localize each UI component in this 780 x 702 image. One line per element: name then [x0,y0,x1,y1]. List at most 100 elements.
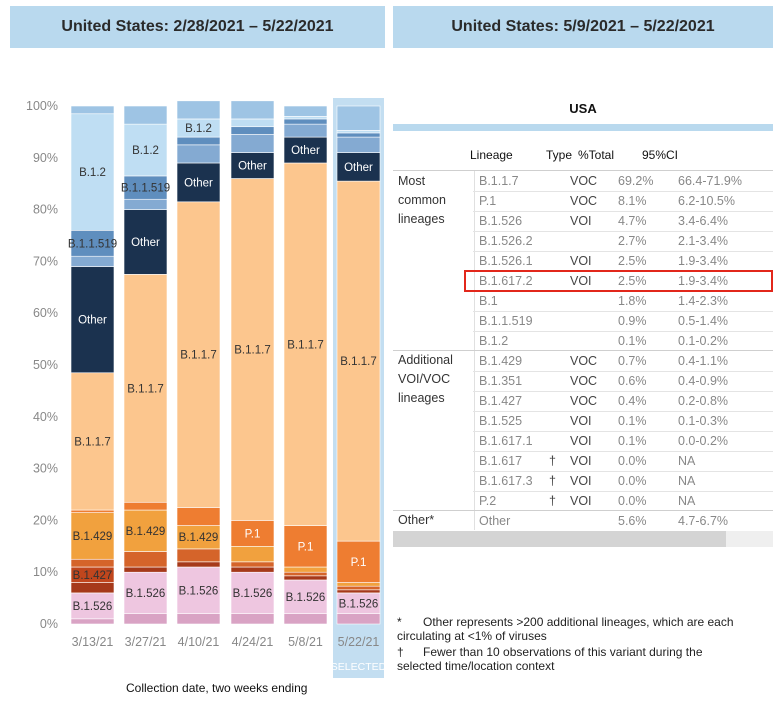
bar-segment-misc_red1 [336,589,381,594]
bar-segment-misc_blue2 [176,100,221,120]
cell-lineage: B.1.1.7 [479,174,519,188]
cell-dagger: † [549,454,556,468]
bar-segment-other [123,209,168,275]
bar-segment-label: B.1.429 [126,526,166,538]
x-tick-label: 4/10/21 [178,635,220,649]
right-panel-header: United States: 5/9/2021 – 5/22/2021 [393,6,773,48]
cell-type: VOI [570,274,592,288]
col-header-lineage: Lineage [470,148,513,162]
row-divider [473,391,773,392]
cell-lineage: B.1.1.519 [479,314,533,328]
bar-segment-b-1-2 [336,130,381,134]
cell-type: VOC [570,354,598,368]
y-tick-label: 30% [33,462,58,476]
bar-segment-b-1-429 [283,566,328,573]
bar-segment-misc_red2 [230,561,275,568]
col-header-total: %Total [578,148,615,162]
cell-lineage: B.1.617.2 [479,274,533,288]
y-tick-label: 10% [33,565,58,579]
y-tick-label: 40% [33,410,58,424]
cell-ci: 6.2-10.5% [678,194,735,208]
left-panel-header: United States: 2/28/2021 – 5/22/2021 [10,6,385,48]
row-divider [473,331,773,332]
bar-segment-misc_red2 [70,558,115,568]
cell-dagger: † [549,494,556,508]
bar-segment-b-1-1-7 [176,201,221,508]
cell-type: VOI [570,254,592,268]
bar-segment-label: Other [78,315,107,327]
cell-type: VOC [570,174,598,188]
cell-ci: 0.4-1.1% [678,354,729,368]
bar-segment-label: Other [291,145,320,157]
bar-segment-misc_red2 [283,571,328,577]
cell-type: VOI [570,414,592,428]
bar-segment-label: B.1.429 [73,531,113,543]
bar-segment-label: P.1 [245,528,261,540]
cell-total: 2.5% [618,274,647,288]
bar-segment-b-1-1-7 [283,162,328,526]
cell-ci: 0.5-1.4% [678,314,729,328]
bar-segment-misc_pink [336,613,381,625]
bar-segment-label: Other [238,161,267,173]
bar-segment-b-1-1-519 [230,126,275,135]
bar-segment-misc_red1 [176,561,221,568]
cell-total: 1.8% [618,294,647,308]
cell-lineage: B.1.2 [479,334,509,348]
bar-segment-label: Other [184,177,213,189]
horizontal-scrollbar[interactable] [393,531,773,547]
cell-type: VOI [570,434,592,448]
footnote-symbol: * [397,615,402,629]
bar-segment-p-1 [70,509,115,513]
cell-ci: 1.9-3.4% [678,274,729,288]
cell-total: 8.1% [618,194,647,208]
bar-segment-b-1-429 [336,582,381,587]
cell-ci: 0.1-0.2% [678,334,729,348]
bar-segment-label: B.1.526 [339,598,379,610]
bar-segment-label: B.1.1.519 [121,183,170,195]
bar-segment-misc_blue2 [283,105,328,117]
cell-total: 0.1% [618,434,647,448]
bar-segment-b-1-1-519 [70,230,115,257]
bar-segment-p-1 [123,501,168,511]
cell-ci: 1.4-2.3% [678,294,729,308]
bar-segment-misc_red2 [123,551,168,568]
group-divider [393,350,773,351]
row-divider [473,431,773,432]
table-title-bar [393,124,773,131]
bar-segment-other [336,152,381,182]
cell-ci: 2.1-3.4% [678,234,729,248]
bar-segment-misc_blue1 [283,123,328,138]
cell-ci: 66.4-71.9% [678,174,742,188]
group-divider [393,170,773,171]
y-tick-label: 60% [33,306,58,320]
cell-lineage: P.1 [479,194,497,208]
cell-total: 2.7% [618,234,647,248]
cell-total: 0.4% [618,394,647,408]
stacked-bar-chart: 0% 10% 20% 30% 40% 50% 60% 70% 80% 90% 100% B.1.526… [26,98,387,678]
bar-segment-label: B.1.526 [233,588,273,600]
bar-segment-p-1 [336,540,381,583]
cell-ci: 0.0-0.2% [678,434,729,448]
cell-type: VOI [570,494,592,508]
col-header-type: Type [546,148,573,162]
bar-segment-b-1-526 [70,592,115,620]
cell-lineage: B.1.525 [479,414,523,428]
bar-segment-misc_red1 [230,566,275,573]
y-tick-label: 20% [33,513,58,527]
table-title: USA [569,101,597,116]
scrollbar-thumb[interactable] [393,531,726,547]
row-divider [473,231,773,232]
bar-segment-misc_blue2 [123,105,168,125]
cell-type: VOC [570,394,598,408]
bar-segment-b-1-429 [230,545,275,563]
cell-lineage: B.1.427 [479,394,523,408]
bar-segment-b-1-526 [230,571,275,614]
y-tick-label: 90% [33,151,58,165]
bar-segment-misc_red1 [70,582,115,594]
bar-segment-b-1-429 [70,512,115,560]
bar-segment-label: B.1.1.7 [74,436,110,448]
cell-ci: 0.1-0.3% [678,414,729,428]
bar-segment-other [230,152,275,179]
y-tick-label: 80% [33,203,58,217]
y-tick-label: 100% [26,99,58,113]
